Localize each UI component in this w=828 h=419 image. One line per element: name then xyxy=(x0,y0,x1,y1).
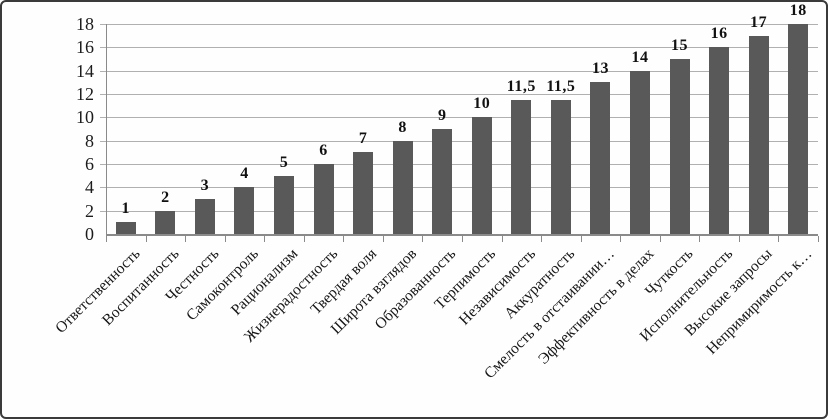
x-axis-tick xyxy=(778,236,780,242)
y-tick-label: 14 xyxy=(76,60,94,81)
x-axis-tick xyxy=(580,236,582,242)
bar xyxy=(392,140,413,234)
gridline xyxy=(100,187,818,189)
bar xyxy=(234,187,255,234)
data-label: 11,5 xyxy=(546,77,576,95)
bar xyxy=(550,99,571,234)
data-label: 11,5 xyxy=(506,77,536,95)
data-label: 8 xyxy=(398,118,407,136)
bar xyxy=(115,222,136,234)
data-label: 13 xyxy=(591,60,609,78)
gridline xyxy=(100,117,818,119)
bar xyxy=(511,99,532,234)
bar xyxy=(630,70,650,234)
x-axis-tick xyxy=(501,236,503,242)
gridline xyxy=(100,24,818,25)
data-label: 16 xyxy=(710,25,728,43)
bar xyxy=(471,117,492,234)
y-tick-label: 0 xyxy=(85,224,94,244)
bar xyxy=(194,199,215,234)
data-label: 6 xyxy=(319,142,328,159)
data-label: 7 xyxy=(358,130,368,148)
data-label: 9 xyxy=(437,107,447,124)
y-tick-label: 2 xyxy=(85,200,94,221)
data-label: 1 xyxy=(121,200,131,218)
data-label: 4 xyxy=(240,165,249,183)
x-axis-tick xyxy=(264,236,266,242)
data-label: 2 xyxy=(161,188,170,206)
x-axis-tick xyxy=(185,236,187,242)
gridline xyxy=(100,140,818,142)
bar xyxy=(155,210,176,234)
x-axis-tick xyxy=(541,236,543,242)
y-tick-label: 6 xyxy=(85,154,94,174)
bar xyxy=(748,35,769,234)
y-tick-label: 18 xyxy=(76,14,94,34)
x-axis-tick xyxy=(818,236,819,242)
x-axis-tick xyxy=(224,236,226,242)
data-label: 15 xyxy=(671,37,689,54)
bar xyxy=(353,152,374,234)
y-tick-label: 8 xyxy=(85,130,94,151)
bar xyxy=(432,129,453,234)
bar xyxy=(788,24,809,234)
data-label: 5 xyxy=(279,153,289,171)
data-label: 3 xyxy=(200,177,210,194)
x-axis-tick xyxy=(699,236,701,242)
y-tick-label: 4 xyxy=(85,177,94,198)
data-label: 17 xyxy=(750,13,768,31)
y-tick-label: 10 xyxy=(76,107,94,128)
y-tick-label: 12 xyxy=(76,84,94,104)
bar xyxy=(313,164,334,234)
data-label: 10 xyxy=(473,95,491,113)
x-axis-tick xyxy=(343,236,345,242)
x-axis-tick xyxy=(422,236,424,242)
data-label: 18 xyxy=(789,2,807,19)
x-axis-tick xyxy=(303,236,305,242)
data-label: 14 xyxy=(631,48,649,66)
x-axis-tick xyxy=(382,236,384,242)
bar xyxy=(590,82,611,234)
x-axis-tick xyxy=(620,236,622,242)
bar xyxy=(709,47,730,234)
gridline xyxy=(100,47,818,49)
x-axis-tick xyxy=(145,236,147,242)
gridline xyxy=(100,94,818,95)
bar xyxy=(274,175,294,234)
x-axis-tick xyxy=(738,236,740,242)
bar xyxy=(669,59,690,234)
x-axis-tick xyxy=(462,236,463,242)
x-axis-line xyxy=(106,234,818,236)
gridline xyxy=(100,210,818,212)
y-axis-line xyxy=(106,24,107,241)
y-tick-label: 16 xyxy=(76,37,94,58)
x-axis-tick xyxy=(659,236,661,242)
x-axis-tick xyxy=(106,236,107,242)
gridline xyxy=(100,164,818,165)
gridline xyxy=(100,70,818,72)
